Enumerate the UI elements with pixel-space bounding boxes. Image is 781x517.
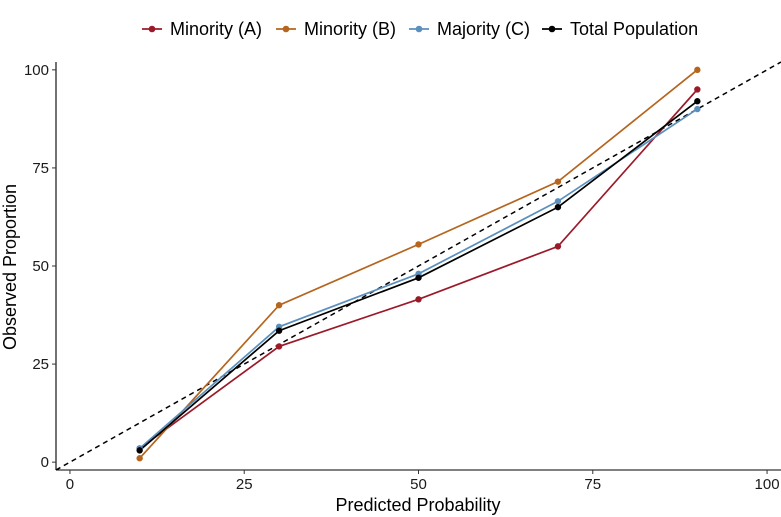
legend-item: Minority (A)	[142, 19, 262, 39]
legend-label: Majority (C)	[437, 19, 530, 39]
data-point	[554, 203, 562, 211]
data-point	[694, 98, 701, 105]
data-point	[275, 343, 283, 350]
x-tick-label: 50	[410, 476, 427, 493]
data-point	[415, 241, 422, 248]
legend-item: Total Population	[542, 19, 698, 39]
data-point	[415, 296, 422, 303]
y-axis-title: Observed Proportion	[0, 184, 20, 350]
legend-point-marker	[148, 25, 156, 33]
data-point	[275, 302, 283, 309]
data-point	[136, 447, 143, 454]
x-axis-title: Predicted Probability	[335, 495, 500, 515]
data-point	[554, 198, 562, 205]
y-tick-label: 100	[24, 62, 49, 79]
legend: Minority (A) Minority (B) Majority (C) T…	[142, 19, 698, 39]
y-tick-label: 75	[32, 160, 49, 177]
legend-item: Majority (C)	[409, 19, 530, 39]
data-point	[694, 105, 701, 113]
series-line	[139, 88, 698, 450]
series-line	[139, 69, 698, 459]
x-tick-label: 75	[584, 476, 601, 493]
data-point	[275, 327, 283, 334]
legend-point-marker	[282, 25, 290, 33]
plot-area: 0 25 50 75 100 0 25 50 75 100	[24, 61, 781, 493]
legend-label: Minority (A)	[170, 19, 262, 39]
data-point	[694, 86, 701, 93]
legend-item: Minority (B)	[276, 19, 396, 39]
y-tick-label: 25	[32, 356, 49, 373]
x-tick-label: 0	[66, 476, 74, 493]
data-point	[136, 455, 143, 462]
data-point	[415, 274, 422, 281]
data-point	[694, 66, 701, 74]
x-tick-label: 25	[236, 476, 253, 493]
data-point	[554, 178, 562, 185]
y-tick-label: 0	[41, 454, 49, 471]
legend-label: Minority (B)	[304, 19, 396, 39]
data-point	[554, 243, 562, 250]
legend-label: Total Population	[570, 19, 698, 39]
x-tick-label: 100	[755, 476, 780, 493]
legend-point-marker	[548, 25, 556, 33]
reference-diagonal-line	[55, 61, 781, 471]
y-tick-label: 50	[32, 258, 49, 275]
legend-point-marker	[415, 25, 423, 33]
